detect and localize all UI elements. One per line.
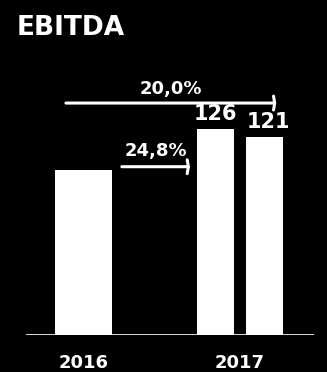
Text: 2017: 2017 xyxy=(215,355,265,372)
Text: 121: 121 xyxy=(247,112,290,132)
Bar xyxy=(55,170,112,335)
Bar xyxy=(246,137,283,335)
Text: 24,8%: 24,8% xyxy=(125,142,187,160)
Text: 2016: 2016 xyxy=(59,355,109,372)
Text: 101: 101 xyxy=(58,183,101,203)
Text: 126: 126 xyxy=(194,104,237,124)
Text: EBITDA: EBITDA xyxy=(16,15,125,41)
Text: 20,0%: 20,0% xyxy=(140,80,202,98)
Bar xyxy=(197,129,234,335)
